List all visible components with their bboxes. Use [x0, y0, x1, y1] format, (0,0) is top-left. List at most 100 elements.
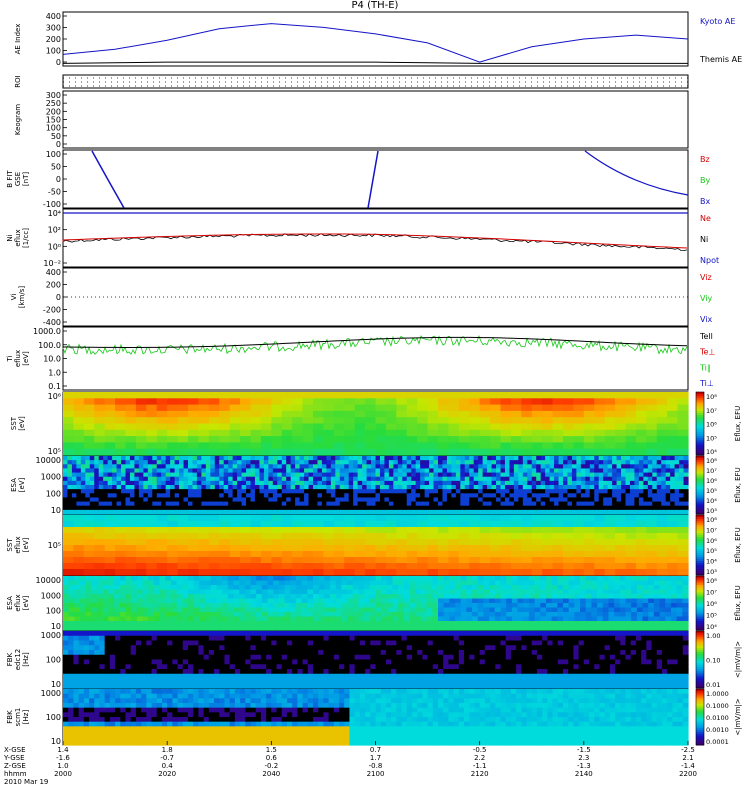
ytick-label-6-0: 1000.0	[33, 327, 61, 336]
colorbar-tick-1-4: 10⁴	[706, 497, 717, 505]
xtick-x-4: -0.5	[473, 746, 487, 754]
ytick-label-4-0: 10⁴	[48, 209, 61, 218]
colorbar-tick-2-5: 10³	[706, 568, 717, 576]
colorbar-label-3: Eflux, EFU	[734, 585, 742, 620]
ytick-label-6-3: 1.0	[48, 368, 61, 377]
ytick-label-5-4: -400	[43, 318, 61, 327]
legend-label-4-2: Npot	[700, 256, 719, 265]
colorbar-tick-2-0: 10⁸	[706, 516, 717, 524]
ytick-label-4-1: 10²	[48, 226, 61, 235]
colorbar-tick-1-1: 10⁷	[706, 467, 717, 475]
ytick-label-8-1: 1000	[41, 473, 61, 482]
ytick-label-12-2: 10	[51, 737, 61, 746]
colorbar-tick-3-0: 10⁸	[706, 577, 717, 585]
xtick-x-6: -2.5	[681, 746, 695, 754]
ytick-label-2-6: 0	[56, 140, 61, 149]
colorbar-tick-2-3: 10⁵	[706, 547, 717, 555]
xtick-z-3: -0.8	[369, 762, 383, 770]
ytick-label-0-0: 400	[46, 12, 61, 21]
panel-ylabel-10-2: [eV]	[22, 595, 30, 610]
ytick-label-4-2: 10⁰	[48, 242, 61, 251]
panel-ylabel-12-1: scm1	[14, 708, 22, 727]
xtick-z-0: 1.0	[57, 762, 68, 770]
xrow-label-2: Z-GSE	[4, 762, 26, 770]
legend-label-6-3: Ti⊥	[699, 379, 714, 388]
legend-label-3-2: Bx	[700, 197, 710, 206]
panel-ylabel-5-0: Vi	[10, 294, 18, 301]
xtick-y-5: 2.3	[578, 754, 589, 762]
colorbar-tick-1-2: 10⁶	[706, 477, 717, 485]
panel-ylabel-6-1: eflux	[14, 350, 22, 367]
panel-frame-0	[62, 11, 689, 67]
xtick-t-6: 2200	[679, 770, 697, 778]
te-line	[62, 336, 688, 348]
xtick-x-2: 1.5	[266, 746, 277, 754]
sst-spectrogram-2	[63, 515, 689, 576]
ytick-label-3-2: 0	[56, 175, 61, 184]
colorbar-tick-5-0: 1.0000	[706, 690, 729, 698]
xtick-t-5: 2140	[575, 770, 593, 778]
panel-ylabel-8-0: ESA	[10, 478, 18, 492]
xtick-z-6: -1.4	[681, 762, 695, 770]
panel-ylabel-3-2: [nT]	[22, 172, 30, 186]
panel-ylabel-2-0: Keogram	[14, 104, 22, 135]
colorbar-tick-3-4: 10⁴	[706, 623, 717, 631]
plot-title: P4 (TH-E)	[351, 0, 399, 11]
xtick-y-6: 2.1	[682, 754, 693, 762]
xtick-y-2: 0.6	[266, 754, 278, 762]
ytick-label-3-3: -50	[48, 188, 61, 197]
xrow-label-4: 2010 Mar 19	[4, 778, 48, 786]
colorbar-tick-0-2: 10⁶	[706, 421, 717, 429]
colorbar-tick-3-2: 10⁶	[706, 600, 717, 608]
xtick-x-5: -1.5	[577, 746, 591, 754]
legend-label-3-1: By	[700, 176, 710, 185]
bx-curve-1	[91, 150, 125, 209]
ytick-label-2-4: 100	[46, 124, 61, 133]
panel-ylabel-1-0: ROI	[14, 75, 22, 87]
xtick-z-1: 0.4	[162, 762, 174, 770]
xtick-t-2: 2040	[262, 770, 280, 778]
panel-ylabel-9-2: [eV]	[22, 537, 30, 552]
colorbar-tick-4-2: 0.01	[706, 681, 720, 689]
ytick-label-10-3: 10	[51, 622, 61, 631]
colorbar-tick-1-3: 10⁵	[706, 487, 717, 495]
ytick-label-9-0: 10⁵	[48, 541, 61, 550]
xrow-label-3: hhmm	[4, 770, 27, 778]
panel-ylabel-10-1: eflux	[14, 594, 22, 611]
xtick-t-1: 2020	[158, 770, 176, 778]
colorbar-tick-3-3: 10⁵	[706, 612, 717, 620]
ytick-label-6-4: 0.1	[48, 382, 61, 391]
panel-ylabel-9-0: SST	[6, 538, 14, 552]
ytick-label-0-3: 100	[46, 47, 61, 56]
panel-frame-4	[62, 208, 689, 268]
colorbar-label-2: Eflux, EFU	[734, 527, 742, 562]
ytick-label-7-1: 10⁵	[48, 447, 61, 456]
legend-label-4-0: Ne	[700, 214, 711, 223]
sst-spectrogram-1	[63, 392, 689, 456]
panel-ylabel-11-0: FBK	[6, 652, 14, 666]
panel-ylabel-3-1: GSE	[14, 172, 22, 186]
ytick-label-3-1: 50	[51, 163, 61, 172]
ytick-label-8-3: 10	[51, 506, 61, 515]
esa-spectrogram-2	[63, 576, 689, 631]
panel-ylabel-11-2: [Hz]	[22, 652, 30, 667]
ytick-label-11-2: 10	[51, 680, 61, 689]
xtick-t-4: 2120	[471, 770, 489, 778]
ytick-label-2-3: 150	[46, 116, 61, 125]
xtick-z-5: -1.3	[577, 762, 591, 770]
ytick-label-11-1: 100	[46, 656, 61, 665]
panel-frame-1	[62, 74, 689, 89]
panel-ylabel-4-1: eflux	[14, 229, 22, 246]
ytick-label-5-0: 400	[46, 268, 61, 277]
colorbar-tick-1-0: 10⁸	[706, 457, 717, 465]
panel-ylabel-10-0: ESA	[6, 596, 14, 610]
colorbar-tick-2-1: 10⁷	[706, 526, 717, 534]
ytick-label-6-2: 10.0	[43, 355, 61, 364]
panel-ylabel-7-0: SST	[10, 416, 18, 430]
xrow-label-1: Y-GSE	[3, 754, 25, 762]
ytick-label-2-1: 250	[46, 99, 61, 108]
npot-line	[62, 233, 688, 249]
xtick-z-2: -0.2	[264, 762, 278, 770]
panel-ylabel-8-1: [eV]	[18, 477, 26, 492]
panel-ylabel-12-0: FBK	[6, 710, 14, 724]
